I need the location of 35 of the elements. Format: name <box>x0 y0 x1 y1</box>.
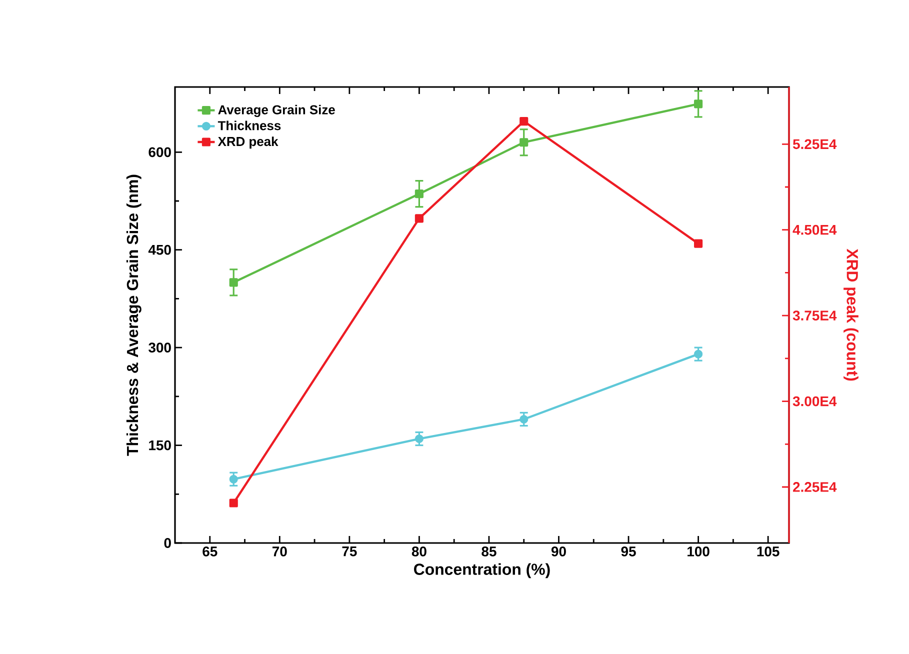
y-tick-label: 0 <box>164 538 171 548</box>
y-tick-label: 600 <box>148 147 171 158</box>
y-tick-label: 300 <box>148 342 171 353</box>
y2-axis-title: XRD peak (count) <box>844 248 858 381</box>
y2-tick-label: 4.50E4 <box>792 224 837 235</box>
point <box>520 138 528 147</box>
point <box>414 190 424 198</box>
legend-label: Average Grain Size <box>218 104 335 117</box>
x-tick-label: 105 <box>757 546 780 556</box>
legend-label: XRD peak <box>218 136 278 149</box>
x-tick-label: 100 <box>688 546 710 556</box>
point <box>694 100 703 108</box>
x-tick-label: 75 <box>342 546 357 556</box>
legend-label: Thickness <box>218 120 281 130</box>
point <box>694 239 703 248</box>
x-tick-label: 95 <box>621 546 636 556</box>
point <box>414 214 424 223</box>
x-axis-title: Concentration (%) <box>414 563 550 578</box>
y2-tick-label: 5.25E4 <box>792 139 837 150</box>
y-tick-label: 450 <box>148 244 171 255</box>
point <box>520 414 528 424</box>
x-tick-label: 90 <box>551 546 566 556</box>
x-tick-label: 80 <box>412 546 426 556</box>
y2-tick-label: 2.25E4 <box>793 482 837 492</box>
y2-tick-label: 3.00E4 <box>792 396 837 406</box>
y2-tick-label: 3.75E4 <box>792 310 837 321</box>
point <box>229 498 238 508</box>
point <box>229 278 238 287</box>
y-axis-title: Thickness & Average Grain Size (nm) <box>126 174 142 456</box>
y-tick-label: 150 <box>149 440 171 450</box>
point <box>520 117 528 126</box>
x-tick-label: 70 <box>272 546 287 556</box>
x-tick-label: 85 <box>482 546 496 556</box>
point <box>414 434 424 444</box>
x-tick-label: 65 <box>202 546 218 556</box>
